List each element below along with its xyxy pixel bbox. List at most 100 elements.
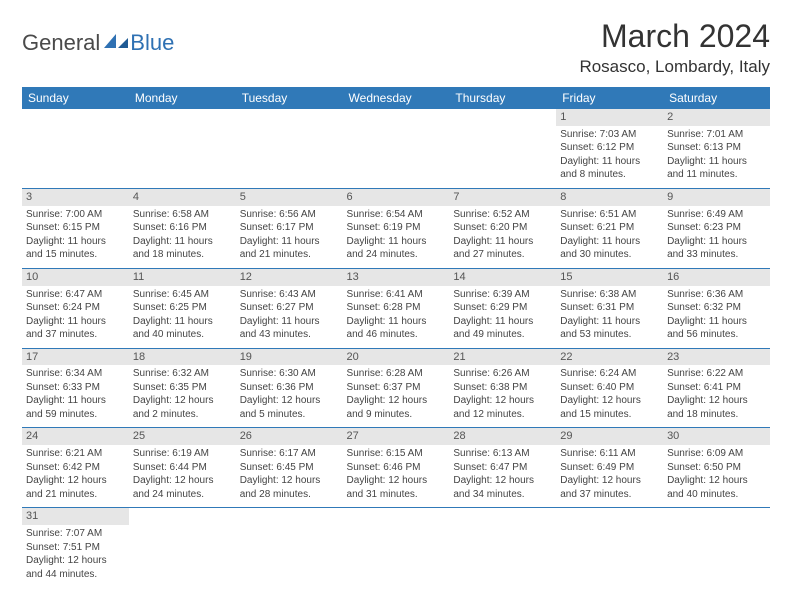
day-detail-line: Sunset: 6:47 PM xyxy=(453,461,552,475)
day-number: 9 xyxy=(663,189,770,206)
location-text: Rosasco, Lombardy, Italy xyxy=(579,57,770,77)
day-detail-line: Sunrise: 6:17 AM xyxy=(240,447,339,461)
calendar-cell: 31Sunrise: 7:07 AMSunset: 7:51 PMDayligh… xyxy=(22,508,129,587)
day-number: 25 xyxy=(129,428,236,445)
day-detail-line: Sunrise: 6:22 AM xyxy=(667,367,766,381)
day-detail-line: Sunset: 6:15 PM xyxy=(26,221,125,235)
day-detail-line: Sunrise: 6:51 AM xyxy=(560,208,659,222)
weekday-header: Thursday xyxy=(449,87,556,109)
day-number: 26 xyxy=(236,428,343,445)
day-detail-line: Sunrise: 6:15 AM xyxy=(347,447,446,461)
day-detail-line: and 2 minutes. xyxy=(133,408,232,422)
day-detail-line: Daylight: 11 hours xyxy=(453,235,552,249)
calendar-cell: 30Sunrise: 6:09 AMSunset: 6:50 PMDayligh… xyxy=(663,428,770,508)
weekday-header: Sunday xyxy=(22,87,129,109)
day-detail-line: Sunset: 7:51 PM xyxy=(26,541,125,555)
day-detail-line: and 49 minutes. xyxy=(453,328,552,342)
calendar-cell: 27Sunrise: 6:15 AMSunset: 6:46 PMDayligh… xyxy=(343,428,450,508)
day-detail-line: Sunset: 6:37 PM xyxy=(347,381,446,395)
day-detail-line: Sunrise: 6:58 AM xyxy=(133,208,232,222)
day-detail-line: Sunset: 6:38 PM xyxy=(453,381,552,395)
calendar-cell-empty xyxy=(129,109,236,188)
calendar-cell-empty xyxy=(556,508,663,587)
day-detail-line: and 37 minutes. xyxy=(560,488,659,502)
day-detail-line: and 21 minutes. xyxy=(26,488,125,502)
logo: General Blue xyxy=(22,30,174,56)
calendar-cell: 5Sunrise: 6:56 AMSunset: 6:17 PMDaylight… xyxy=(236,188,343,268)
calendar-table: SundayMondayTuesdayWednesdayThursdayFrid… xyxy=(22,87,770,587)
day-detail-line: Sunrise: 6:28 AM xyxy=(347,367,446,381)
day-detail-line: Sunrise: 6:56 AM xyxy=(240,208,339,222)
day-detail-line: and 46 minutes. xyxy=(347,328,446,342)
calendar-row: 10Sunrise: 6:47 AMSunset: 6:24 PMDayligh… xyxy=(22,268,770,348)
weekday-header: Tuesday xyxy=(236,87,343,109)
day-detail-line: Daylight: 12 hours xyxy=(667,394,766,408)
day-detail-line: Daylight: 11 hours xyxy=(26,315,125,329)
day-detail-line: Daylight: 11 hours xyxy=(133,235,232,249)
day-detail-line: Sunrise: 6:32 AM xyxy=(133,367,232,381)
day-detail-line: and 53 minutes. xyxy=(560,328,659,342)
day-detail-line: Sunrise: 6:19 AM xyxy=(133,447,232,461)
day-number: 3 xyxy=(22,189,129,206)
day-number: 23 xyxy=(663,349,770,366)
calendar-cell: 10Sunrise: 6:47 AMSunset: 6:24 PMDayligh… xyxy=(22,268,129,348)
day-detail-line: Daylight: 11 hours xyxy=(240,235,339,249)
calendar-cell: 14Sunrise: 6:39 AMSunset: 6:29 PMDayligh… xyxy=(449,268,556,348)
day-number: 14 xyxy=(449,269,556,286)
day-detail-line: and 59 minutes. xyxy=(26,408,125,422)
day-detail-line: Daylight: 11 hours xyxy=(560,315,659,329)
calendar-cell-empty xyxy=(449,508,556,587)
day-detail-line: Sunset: 6:19 PM xyxy=(347,221,446,235)
day-detail-line: Sunset: 6:42 PM xyxy=(26,461,125,475)
day-detail-line: Sunset: 6:29 PM xyxy=(453,301,552,315)
day-detail-line: and 9 minutes. xyxy=(347,408,446,422)
calendar-cell: 20Sunrise: 6:28 AMSunset: 6:37 PMDayligh… xyxy=(343,348,450,428)
day-detail-line: Sunrise: 6:39 AM xyxy=(453,288,552,302)
day-number: 15 xyxy=(556,269,663,286)
calendar-cell: 15Sunrise: 6:38 AMSunset: 6:31 PMDayligh… xyxy=(556,268,663,348)
day-detail-line: Sunrise: 6:11 AM xyxy=(560,447,659,461)
weekday-header: Monday xyxy=(129,87,236,109)
day-detail-line: and 37 minutes. xyxy=(26,328,125,342)
day-detail-line: Sunrise: 6:24 AM xyxy=(560,367,659,381)
weekday-header: Saturday xyxy=(663,87,770,109)
day-detail-line: Daylight: 12 hours xyxy=(453,474,552,488)
day-number: 27 xyxy=(343,428,450,445)
day-detail-line: Daylight: 11 hours xyxy=(667,315,766,329)
day-number: 29 xyxy=(556,428,663,445)
day-detail-line: Sunrise: 7:00 AM xyxy=(26,208,125,222)
day-detail-line: Sunset: 6:31 PM xyxy=(560,301,659,315)
day-detail-line: and 31 minutes. xyxy=(347,488,446,502)
calendar-cell-empty xyxy=(449,109,556,188)
calendar-cell-empty xyxy=(236,109,343,188)
sail-icon xyxy=(102,32,130,50)
calendar-cell: 11Sunrise: 6:45 AMSunset: 6:25 PMDayligh… xyxy=(129,268,236,348)
day-detail-line: Sunset: 6:33 PM xyxy=(26,381,125,395)
calendar-cell: 7Sunrise: 6:52 AMSunset: 6:20 PMDaylight… xyxy=(449,188,556,268)
day-detail-line: Daylight: 12 hours xyxy=(133,394,232,408)
day-detail-line: Daylight: 12 hours xyxy=(26,474,125,488)
day-detail-line: Daylight: 11 hours xyxy=(560,155,659,169)
day-detail-line: Sunrise: 6:09 AM xyxy=(667,447,766,461)
day-detail-line: Daylight: 11 hours xyxy=(347,315,446,329)
day-detail-line: and 27 minutes. xyxy=(453,248,552,262)
title-block: March 2024 Rosasco, Lombardy, Italy xyxy=(579,18,770,77)
day-number: 12 xyxy=(236,269,343,286)
day-detail-line: Sunrise: 7:01 AM xyxy=(667,128,766,142)
calendar-cell: 26Sunrise: 6:17 AMSunset: 6:45 PMDayligh… xyxy=(236,428,343,508)
day-detail-line: Sunset: 6:50 PM xyxy=(667,461,766,475)
day-detail-line: Daylight: 11 hours xyxy=(240,315,339,329)
day-detail-line: Sunset: 6:44 PM xyxy=(133,461,232,475)
calendar-cell: 16Sunrise: 6:36 AMSunset: 6:32 PMDayligh… xyxy=(663,268,770,348)
day-detail-line: Daylight: 12 hours xyxy=(347,394,446,408)
day-detail-line: Daylight: 12 hours xyxy=(560,474,659,488)
calendar-cell: 8Sunrise: 6:51 AMSunset: 6:21 PMDaylight… xyxy=(556,188,663,268)
calendar-cell: 2Sunrise: 7:01 AMSunset: 6:13 PMDaylight… xyxy=(663,109,770,188)
day-detail-line: Sunrise: 6:36 AM xyxy=(667,288,766,302)
day-detail-line: and 8 minutes. xyxy=(560,168,659,182)
day-detail-line: Sunset: 6:41 PM xyxy=(667,381,766,395)
day-detail-line: Sunset: 6:46 PM xyxy=(347,461,446,475)
day-detail-line: Sunrise: 6:49 AM xyxy=(667,208,766,222)
day-detail-line: and 28 minutes. xyxy=(240,488,339,502)
day-detail-line: Daylight: 11 hours xyxy=(667,235,766,249)
